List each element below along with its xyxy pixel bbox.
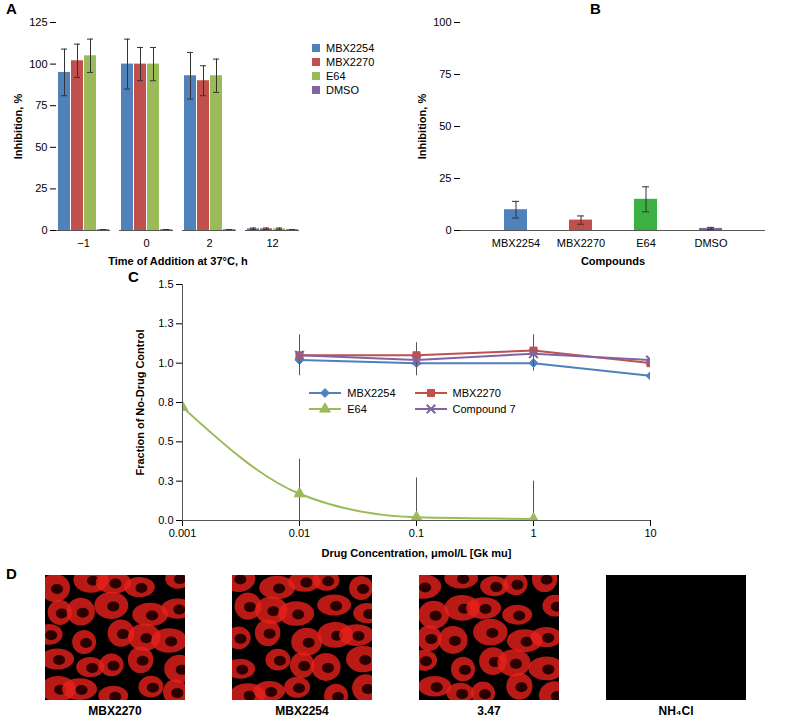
html-text:MBX2254: MBX2254 (347, 386, 396, 399)
svg-text:DMSO: DMSO (695, 237, 728, 249)
html-text:MBX2270: MBX2270 (452, 386, 501, 399)
html-text:Compound 7: Compound 7 (452, 402, 516, 415)
svg-text:E64: E64 (636, 237, 656, 249)
svg-text:1.3: 1.3 (158, 317, 173, 329)
svg-text:0: 0 (143, 237, 149, 249)
html-text:MBX2270: MBX2270 (88, 704, 142, 718)
svg-text:50: 50 (35, 141, 47, 153)
html-text:3.47: 3.47 (477, 704, 501, 718)
svg-text:50: 50 (439, 120, 451, 132)
svg-text:0.01: 0.01 (289, 527, 310, 539)
html-text:E64: E64 (347, 402, 367, 415)
svg-text:75: 75 (439, 68, 451, 80)
html-text:MBX2254: MBX2254 (275, 704, 329, 718)
svg-text:Inhibition, %: Inhibition, % (12, 94, 24, 160)
svg-text:0.5: 0.5 (158, 435, 173, 447)
svg-text:1.5: 1.5 (158, 278, 173, 290)
svg-text:0.1: 0.1 (409, 527, 424, 539)
svg-text:1: 1 (530, 527, 536, 539)
svg-text:100: 100 (433, 16, 451, 28)
svg-text:1.0: 1.0 (158, 357, 173, 369)
svg-text:0.001: 0.001 (169, 527, 197, 539)
svg-text:0: 0 (41, 224, 47, 236)
html-text:B: B (590, 0, 601, 17)
svg-text:0: 0 (445, 224, 451, 236)
svg-text:Drug Concentration, μmol/L [Gk: Drug Concentration, μmol/L [Gk mu] (322, 547, 512, 559)
html-text:MBX2270: MBX2270 (326, 56, 375, 68)
svg-text:0.8: 0.8 (158, 396, 173, 408)
svg-text:25: 25 (35, 182, 47, 194)
svg-text:75: 75 (35, 99, 47, 111)
html-text:C: C (128, 268, 139, 285)
svg-text:MBX2254: MBX2254 (492, 237, 540, 249)
svg-text:100: 100 (29, 58, 47, 70)
svg-text:125: 125 (29, 16, 47, 28)
html-text:MBX2254: MBX2254 (326, 42, 375, 54)
svg-text:Fraction of No-Drug Control: Fraction of No-Drug Control (134, 329, 146, 475)
svg-text:0.0: 0.0 (158, 514, 173, 526)
html-text:DMSO: DMSO (326, 84, 359, 96)
svg-text:0.3: 0.3 (158, 475, 173, 487)
html-text:D: D (6, 565, 17, 582)
svg-text:−1: −1 (77, 237, 90, 249)
svg-text:Time of Addition at 37°C, h: Time of Addition at 37°C, h (108, 255, 248, 267)
svg-text:Compounds: Compounds (581, 255, 645, 267)
svg-text:10: 10 (644, 527, 656, 539)
svg-text:Inhibition, %: Inhibition, % (416, 94, 428, 160)
svg-text:MBX2270: MBX2270 (557, 237, 605, 249)
html-text:E64: E64 (326, 70, 346, 82)
svg-text:12: 12 (266, 237, 278, 249)
html-text:A: A (6, 0, 17, 17)
html-text:NH₄Cl: NH₄Cl (658, 704, 694, 718)
svg-text:2: 2 (206, 237, 212, 249)
svg-text:25: 25 (439, 172, 451, 184)
